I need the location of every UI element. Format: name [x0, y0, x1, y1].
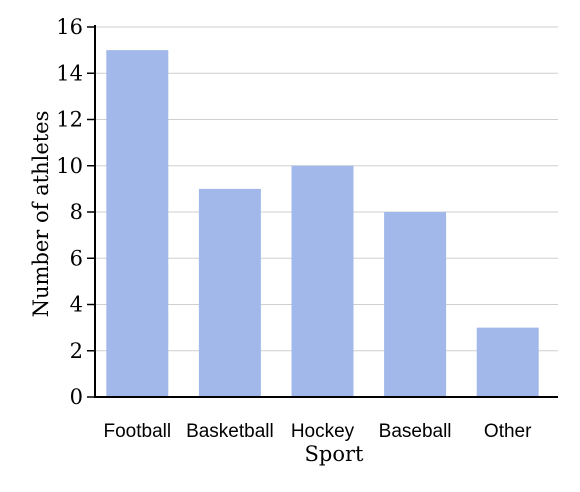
- y-tick-label: 12: [56, 108, 83, 132]
- y-tick-label: 4: [70, 293, 83, 317]
- y-tick-label: 16: [56, 15, 83, 39]
- bars: [106, 50, 539, 397]
- bar-football: [106, 50, 169, 397]
- bar-baseball: [384, 212, 447, 397]
- bar-hockey: [291, 165, 354, 397]
- y-tick-label: 0: [70, 385, 83, 409]
- y-tick-label: 14: [56, 61, 83, 85]
- y-tick-label: 8: [70, 200, 83, 224]
- x-tick-label: Other: [484, 421, 532, 442]
- y-tick-label: 2: [70, 339, 83, 363]
- y-axis-title: Number of athletes: [29, 111, 53, 318]
- x-tick-label: Baseball: [379, 421, 452, 442]
- x-tick-label: Hockey: [291, 421, 355, 442]
- axes: [94, 25, 558, 398]
- bar-other: [476, 327, 539, 397]
- y-tick-label: 6: [70, 246, 83, 270]
- y-tick-label: 10: [56, 154, 83, 178]
- x-axis-title: Sport: [305, 442, 365, 466]
- y-tick-labels: 0 2 4 6 8 10 12 14 16: [56, 15, 95, 409]
- x-tick-label: Basketball: [186, 421, 274, 442]
- x-tick-labels: Football Basketball Hockey Baseball Other: [103, 421, 532, 442]
- x-tick-label: Football: [103, 421, 171, 442]
- bar-basketball: [198, 188, 261, 397]
